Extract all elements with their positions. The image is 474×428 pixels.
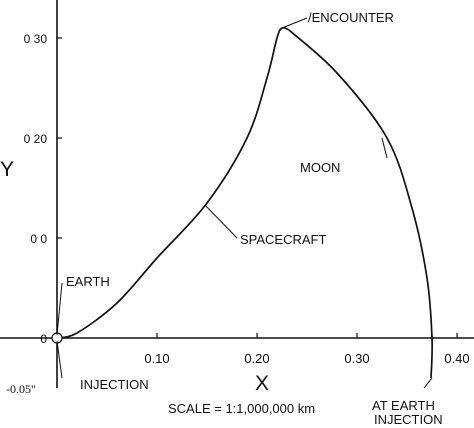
- x-axis-title: X: [255, 372, 269, 395]
- y-axis-title: Y: [0, 158, 14, 181]
- annotation-leader: [281, 17, 308, 29]
- x-tick-label: 0.10: [144, 351, 169, 366]
- annotation-spacecraft: SPACECRAFT: [240, 232, 326, 247]
- annotation-at-earth-injection: INJECTION: [374, 412, 443, 427]
- series-spacecraft-line: [56, 26, 290, 339]
- x-tick-label: 0.30: [344, 351, 369, 366]
- x-tick-label: 0.40: [444, 351, 469, 366]
- annotation-leader: [423, 377, 433, 389]
- y-below-origin-label: -0.05": [6, 382, 36, 396]
- annotation-moon: MOON: [300, 160, 340, 175]
- x-tick-label: 0.20: [244, 351, 269, 366]
- annotation-leader: [381, 137, 388, 159]
- annotation-encounter: /ENCOUNTER: [308, 10, 394, 25]
- annotation-earth: EARTH: [66, 274, 110, 289]
- y-tick-label: 0 30: [24, 32, 48, 46]
- y-tick-label: 0: [40, 332, 47, 346]
- series-moon-line: [288, 29, 434, 379]
- annotation-at-earth: AT EARTH: [372, 398, 435, 413]
- annotation-leader: [56, 340, 63, 379]
- scale-note: SCALE = 1:1,000,000 km: [168, 401, 315, 416]
- annotation-leader: [56, 282, 63, 336]
- annotation-leader: [204, 204, 238, 239]
- annotation-injection: INJECTION: [80, 377, 149, 392]
- y-tick-label: 0 20: [24, 132, 48, 146]
- y-tick-label: 0 0: [30, 232, 47, 246]
